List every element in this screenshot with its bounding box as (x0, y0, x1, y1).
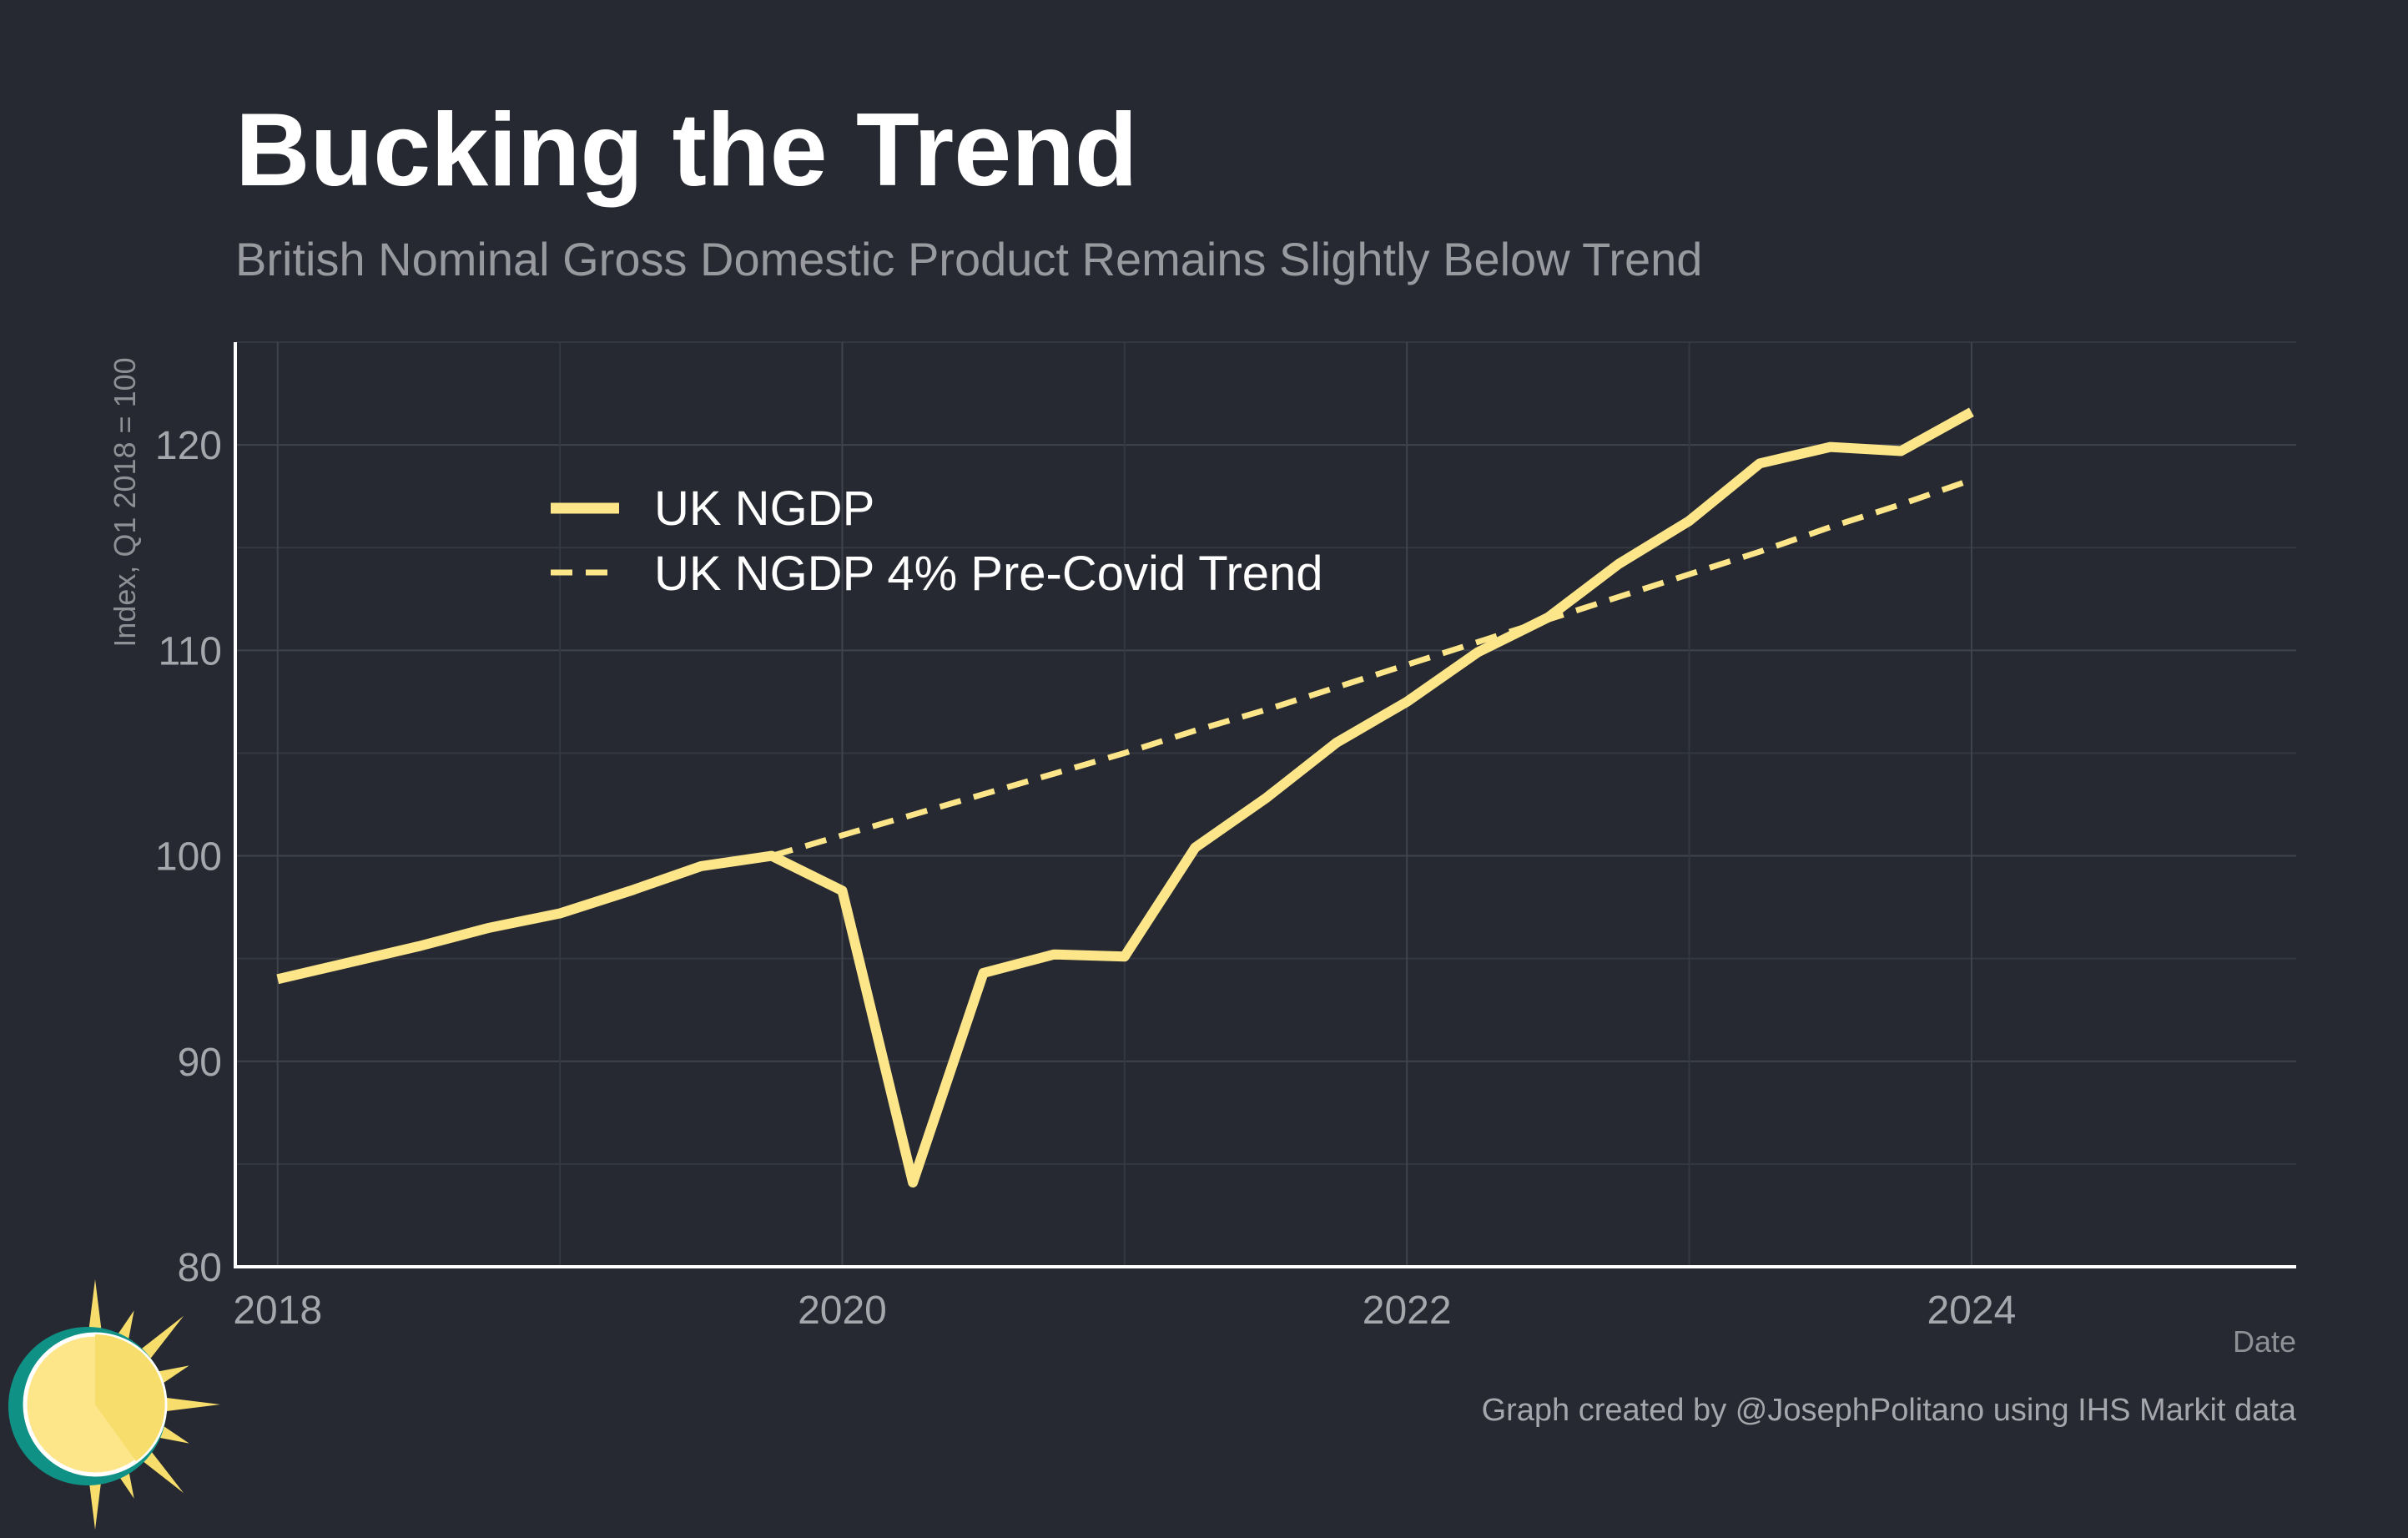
legend: UK NGDP UK NGDP 4% Pre-Covid Trend (551, 482, 1323, 601)
y-tick-label: 110 (158, 629, 222, 673)
y-tick-label: 100 (155, 835, 222, 880)
x-tick-label: 2020 (798, 1288, 887, 1333)
sun-logo-icon (8, 1279, 220, 1530)
series-line-uk-ngdp (276, 407, 1974, 1188)
y-axis-title: Index, Q1 2018 = 100 (108, 357, 142, 647)
legend-label-uk-ngdp-trend: UK NGDP 4% Pre-Covid Trend (654, 547, 1323, 601)
x-tick-label: 2018 (233, 1288, 322, 1333)
legend-label-uk-ngdp: UK NGDP (654, 482, 874, 536)
chart-title: Bucking the Trend (235, 93, 1138, 208)
logo-sun-wedge-icon (95, 1334, 165, 1461)
sun-ray-icon (161, 1397, 220, 1412)
sun-ray-icon (88, 1470, 103, 1530)
sun-ray-icon (137, 1315, 184, 1363)
grid (235, 341, 2296, 1267)
chart-subtitle: British Nominal Gross Domestic Product R… (235, 233, 1702, 285)
sun-ray-icon (137, 1446, 184, 1494)
credit-text: Graph created by @JosephPolitano using I… (1482, 1393, 2297, 1428)
y-tick-label: 120 (155, 424, 222, 468)
x-tick-label: 2024 (1927, 1288, 2016, 1333)
y-tick-label: 90 (178, 1041, 222, 1085)
x-tick-label: 2022 (1363, 1288, 1452, 1333)
tick-labels: 80 90 100 110 120 2018 2020 2022 2024 (155, 424, 2016, 1333)
series (276, 407, 1974, 1188)
sun-rays-icon (88, 1279, 220, 1530)
series-line-uk-ngdp-trend (770, 477, 1973, 859)
y-tick-label: 80 (178, 1246, 222, 1290)
axes (234, 342, 2296, 1268)
x-axis-title: Date (2233, 1324, 2296, 1359)
sun-ray-icon (88, 1279, 103, 1339)
